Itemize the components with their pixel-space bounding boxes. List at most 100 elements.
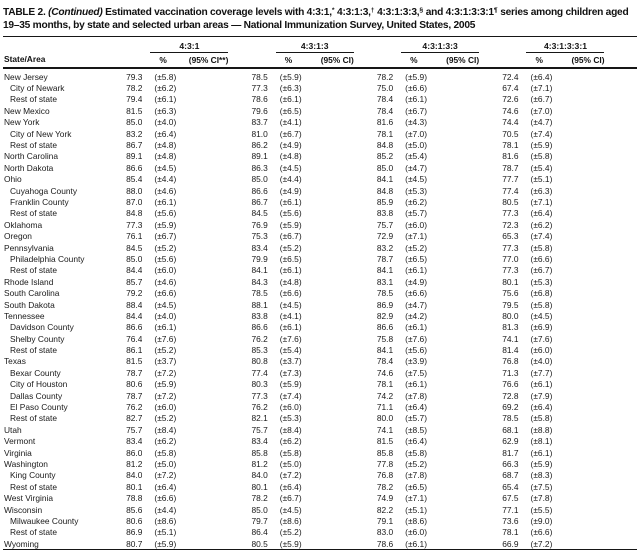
pct-value-431: 85.7 xyxy=(126,276,143,287)
pct-value-43133: 84.1 xyxy=(376,265,394,276)
ci-value-431: (±4.5) xyxy=(154,299,177,310)
percent-header: % xyxy=(159,54,167,65)
table-row: Davidson County 86.6 (±6.1) 86.6 (±6.1) … xyxy=(3,322,637,333)
table-row: New Mexico 81.5 (±6.3) 79.6 (±6.5) 78.4 … xyxy=(3,105,637,116)
pct-value-4313: 83.4 xyxy=(251,436,268,447)
title-text-1: Estimated vaccination coverage levels wi… xyxy=(102,7,332,18)
state-area-name: Virginia xyxy=(4,447,32,458)
table-row: Ohio 85.4 (±4.4) 85.0 (±4.4) 84.1 (±4.5)… xyxy=(3,174,637,185)
ci-value-43133: (±5.9) xyxy=(405,71,427,82)
ci-value-43133: (±6.0) xyxy=(405,219,427,230)
table-row: Dallas County 78.7 (±7.2) 77.3 (±7.4) 74… xyxy=(3,390,637,401)
pct-value-4313: 76.9 xyxy=(251,219,268,230)
pct-value-431331: 77.0 xyxy=(502,253,519,264)
ci-value-4313: (±5.9) xyxy=(279,219,302,230)
pct-value-431: 86.1 xyxy=(126,345,143,356)
state-area-name: Dallas County xyxy=(10,390,63,401)
table-row: Rest of state 86.7 (±4.8) 86.2 (±4.9) 84… xyxy=(3,139,637,150)
ci-value-431: (±4.4) xyxy=(154,174,177,185)
pct-value-431: 84.4 xyxy=(126,265,143,276)
state-area-name: Vermont xyxy=(4,436,36,447)
pct-value-43133: 84.8 xyxy=(376,140,394,151)
pct-value-431: 77.3 xyxy=(126,219,143,230)
ci-value-4313: (±6.5) xyxy=(279,105,302,116)
ci-value-4313: (±5.2) xyxy=(279,242,302,253)
pct-value-43133: 86.9 xyxy=(376,299,394,310)
ci-value-4313: (±6.5) xyxy=(279,253,302,264)
ci-value-431331: (±5.9) xyxy=(530,458,553,469)
pct-value-431: 81.5 xyxy=(126,356,143,367)
table-row: Oregon 76.1 (±6.7) 75.3 (±6.7) 72.9 (±7.… xyxy=(3,230,637,241)
ci-value-431: (±7.2) xyxy=(154,367,177,378)
pct-value-431: 80.6 xyxy=(126,379,143,390)
ci-value-43133: (±7.5) xyxy=(405,367,427,378)
pct-value-431331: 68.7 xyxy=(502,470,519,481)
ci-value-4313: (±5.0) xyxy=(279,458,302,469)
ci-value-431: (±5.6) xyxy=(154,253,177,264)
state-area-name: Rest of state xyxy=(10,413,58,424)
ci-value-4313: (±4.1) xyxy=(279,310,302,321)
pct-value-43133: 83.2 xyxy=(376,242,394,253)
state-area-name: Ohio xyxy=(4,174,22,185)
ci-value-4313: (±4.1) xyxy=(279,117,302,128)
pct-value-43133: 78.1 xyxy=(376,128,394,139)
pct-value-43133: 74.1 xyxy=(376,424,394,435)
ci-value-4313: (±5.3) xyxy=(279,413,302,424)
percent-header: % xyxy=(410,54,418,65)
table-row: Rhode Island 85.7 (±4.6) 84.3 (±4.8) 83.… xyxy=(3,276,637,287)
pct-value-4313: 83.4 xyxy=(251,242,268,253)
ci-value-431331: (±5.4) xyxy=(530,162,553,173)
pct-value-43133: 75.7 xyxy=(376,219,394,230)
pct-value-43133: 81.6 xyxy=(376,117,394,128)
state-area-name: Rest of state xyxy=(10,345,58,356)
ci-value-4313: (±6.6) xyxy=(279,288,302,299)
ci-value-4313: (±4.5) xyxy=(279,504,302,515)
state-area-name: Tennessee xyxy=(4,310,45,321)
ci-value-431331: (±5.8) xyxy=(530,299,553,310)
ci-value-43133: (±7.1) xyxy=(405,231,427,242)
pct-value-43133: 77.8 xyxy=(376,458,394,469)
pct-value-4313: 85.0 xyxy=(251,504,268,515)
pct-value-431331: 69.2 xyxy=(502,402,519,413)
ci-value-43133: (±6.5) xyxy=(405,481,427,492)
ci-value-431: (±6.1) xyxy=(154,94,177,105)
state-area-name: Oklahoma xyxy=(4,219,43,230)
ci-value-431: (±6.4) xyxy=(154,481,177,492)
pct-value-4313: 80.5 xyxy=(251,538,268,549)
ci-value-4313: (±4.4) xyxy=(279,174,302,185)
pct-value-431331: 72.3 xyxy=(502,219,519,230)
ci-value-43133: (±4.2) xyxy=(405,310,427,321)
pct-value-431: 76.4 xyxy=(126,333,143,344)
ci-value-431: (±5.1) xyxy=(154,527,177,538)
pct-value-4313: 78.2 xyxy=(251,493,268,504)
ci-value-431331: (±8.8) xyxy=(530,424,553,435)
ci-value-43133: (±5.0) xyxy=(405,140,427,151)
pct-value-43133: 78.6 xyxy=(376,538,394,549)
vaccination-coverage-table: 4:3:1 4:3:1:3 4:3:1:3:3 4:3:1:3:3:1 Stat… xyxy=(3,36,637,551)
pct-value-431331: 74.4 xyxy=(502,117,519,128)
ci-value-431: (±3.7) xyxy=(154,356,177,367)
pct-value-4313: 86.6 xyxy=(251,322,268,333)
state-area-name: Milwaukee County xyxy=(10,515,79,526)
table-row: Vermont 83.4 (±6.2) 83.4 (±6.2) 81.5 (±6… xyxy=(3,436,637,447)
table-row: City of New York 83.2 (±6.4) 81.0 (±6.7)… xyxy=(3,128,637,139)
pct-value-4313: 79.6 xyxy=(251,105,268,116)
pct-value-43133: 84.1 xyxy=(376,345,394,356)
ci-value-431331: (±7.2) xyxy=(530,538,553,549)
ci-value-431: (±6.1) xyxy=(154,196,177,207)
pct-value-431331: 72.6 xyxy=(502,94,519,105)
state-area-name: Bexar County xyxy=(10,367,61,378)
table-row: Rest of state 84.4 (±6.0) 84.1 (±6.1) 84… xyxy=(3,265,637,276)
pct-value-431331: 78.1 xyxy=(502,140,519,151)
ci-value-43133: (±6.0) xyxy=(405,527,427,538)
ci-value-431331: (±5.3) xyxy=(530,276,553,287)
pct-value-431331: 80.0 xyxy=(502,310,519,321)
ci-value-431: (±6.1) xyxy=(154,322,177,333)
ci-value-4313: (±6.7) xyxy=(279,493,302,504)
ci-value-431331: (±5.9) xyxy=(530,140,553,151)
ci-header: (95% CI) xyxy=(571,54,605,65)
ci-value-43133: (±7.6) xyxy=(405,333,427,344)
state-area-name: North Dakota xyxy=(4,162,54,173)
ci-value-43133: (±5.7) xyxy=(405,413,427,424)
pct-value-431331: 65.4 xyxy=(502,481,519,492)
